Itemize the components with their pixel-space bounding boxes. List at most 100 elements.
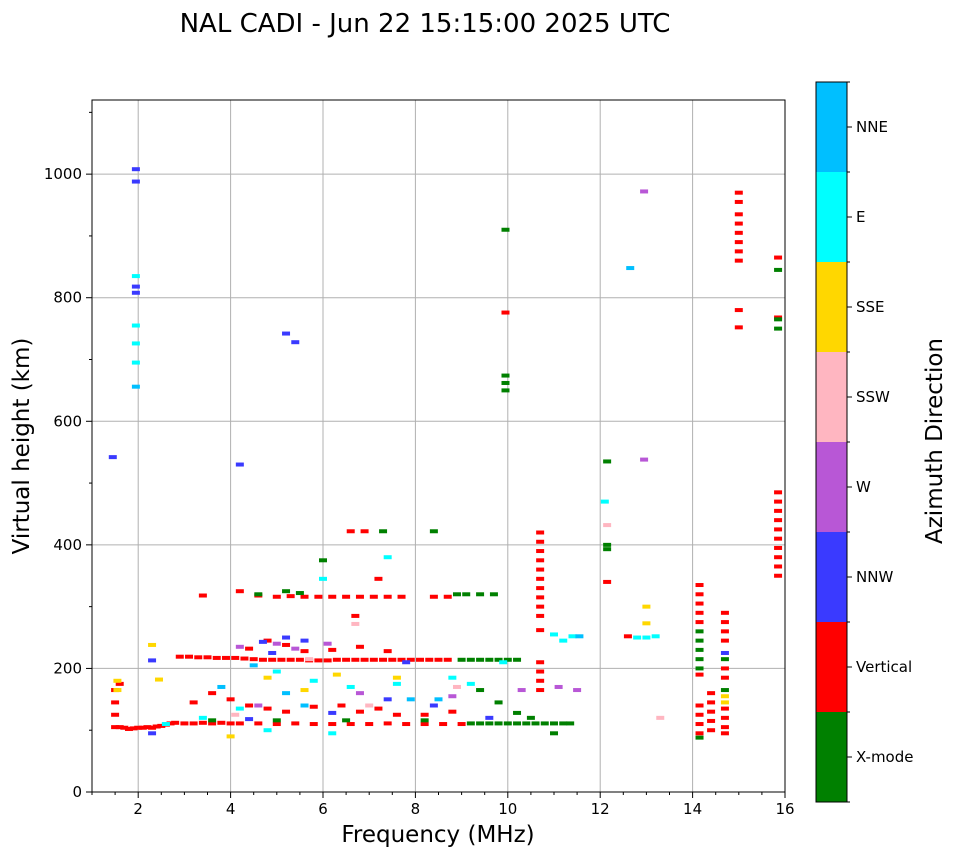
data-point-x-mode xyxy=(476,657,485,662)
colorbar-frame xyxy=(815,81,848,803)
data-point-nnw xyxy=(245,717,254,722)
data-point-vertical xyxy=(286,594,295,599)
data-point-vertical xyxy=(120,725,129,730)
data-point-vertical xyxy=(434,657,443,662)
data-point-x-mode xyxy=(319,558,327,563)
data-point-x-mode xyxy=(485,657,494,662)
data-point-nne xyxy=(626,266,635,271)
data-point-e xyxy=(131,323,140,328)
data-point-vertical xyxy=(774,564,783,569)
data-point-x-mode xyxy=(695,647,704,652)
data-point-vertical xyxy=(707,700,716,705)
data-point-e xyxy=(346,684,355,689)
data-point-vertical xyxy=(720,610,729,615)
y-tick-label: 200 xyxy=(53,659,82,677)
chart-title: NAL CADI - Jun 22 15:15:00 2025 UTC xyxy=(180,9,671,39)
colorbar-tick-label: SSW xyxy=(856,388,890,406)
data-point-vertical xyxy=(254,721,263,726)
data-point-x-mode xyxy=(466,721,475,726)
data-point-vertical xyxy=(258,657,267,662)
data-point-x-mode xyxy=(462,592,471,597)
data-point-vertical xyxy=(720,638,729,643)
data-point-vertical xyxy=(536,628,545,633)
data-point-x-mode xyxy=(566,721,575,726)
x-tick-label: 10 xyxy=(498,800,517,818)
data-point-ssw xyxy=(603,523,612,528)
data-point-sse xyxy=(720,700,729,705)
data-point-vertical xyxy=(383,721,392,726)
data-point-x-mode xyxy=(501,388,510,393)
data-point-vertical xyxy=(536,576,545,581)
data-point-sse xyxy=(720,694,729,699)
data-point-e xyxy=(319,576,327,581)
data-point-w xyxy=(640,189,649,194)
plot-area-points xyxy=(108,167,783,740)
data-point-vertical xyxy=(148,725,157,730)
data-point-x-mode xyxy=(342,718,351,723)
data-point-vertical xyxy=(217,720,226,725)
data-point-x-mode xyxy=(494,700,503,705)
data-point-x-mode xyxy=(476,688,485,693)
data-point-vertical xyxy=(695,620,704,625)
data-point-x-mode xyxy=(503,657,512,662)
data-point-vertical xyxy=(397,594,406,599)
data-point-vertical xyxy=(457,722,466,727)
data-point-x-mode xyxy=(501,380,510,385)
data-point-e xyxy=(466,681,475,686)
data-point-nnw xyxy=(720,650,729,655)
data-point-vertical xyxy=(536,595,545,600)
data-point-nnw xyxy=(402,660,411,665)
data-point-sse xyxy=(642,604,651,609)
data-point-w xyxy=(272,641,281,646)
x-tick-label: 8 xyxy=(411,800,421,818)
data-point-nnw xyxy=(148,731,157,736)
data-point-x-mode xyxy=(208,718,217,723)
data-point-vertical xyxy=(425,657,434,662)
data-point-nne xyxy=(217,684,226,689)
data-point-e xyxy=(198,715,207,720)
data-point-x-mode xyxy=(501,227,510,232)
data-point-sse xyxy=(113,688,122,693)
data-point-nnw xyxy=(131,179,140,184)
data-point-vertical xyxy=(774,490,783,495)
data-point-vertical xyxy=(774,255,783,260)
x-tick-label: 14 xyxy=(683,800,702,818)
data-point-vertical xyxy=(720,675,729,680)
data-point-ssw xyxy=(305,657,314,662)
data-point-x-mode xyxy=(295,591,304,596)
data-point-e xyxy=(550,632,558,637)
data-point-vertical xyxy=(536,613,545,618)
data-point-nne xyxy=(406,697,415,702)
data-point-vertical xyxy=(268,657,277,662)
data-point-nnw xyxy=(131,284,140,289)
data-point-nne xyxy=(300,703,309,708)
data-point-vertical xyxy=(774,536,783,541)
data-point-e xyxy=(328,731,337,736)
data-point-vertical xyxy=(695,583,704,588)
colorbar-swatch xyxy=(816,532,847,622)
data-point-x-mode xyxy=(420,718,429,723)
data-point-x-mode xyxy=(540,721,549,726)
data-point-vertical xyxy=(212,655,221,660)
data-point-vertical xyxy=(695,610,704,615)
data-point-vertical xyxy=(429,594,438,599)
data-point-ssw xyxy=(351,621,360,626)
data-point-vertical xyxy=(774,573,783,578)
data-point-e xyxy=(600,499,609,504)
data-point-vertical xyxy=(245,646,254,651)
y-axis-label: Virtual height (km) xyxy=(9,338,35,555)
data-point-vertical xyxy=(272,594,281,599)
data-point-vertical xyxy=(263,638,272,643)
x-tick-label: 6 xyxy=(318,800,328,818)
data-point-e xyxy=(131,274,140,279)
data-point-vertical xyxy=(152,724,161,729)
x-tick-label: 16 xyxy=(775,800,794,818)
data-point-x-mode xyxy=(695,735,704,740)
data-point-nnw xyxy=(258,639,267,644)
data-point-vertical xyxy=(379,657,388,662)
data-point-x-mode xyxy=(550,731,558,736)
data-point-vertical xyxy=(734,240,743,245)
data-point-vertical xyxy=(226,721,235,726)
data-point-vertical xyxy=(734,308,743,313)
data-point-sse xyxy=(226,734,235,739)
